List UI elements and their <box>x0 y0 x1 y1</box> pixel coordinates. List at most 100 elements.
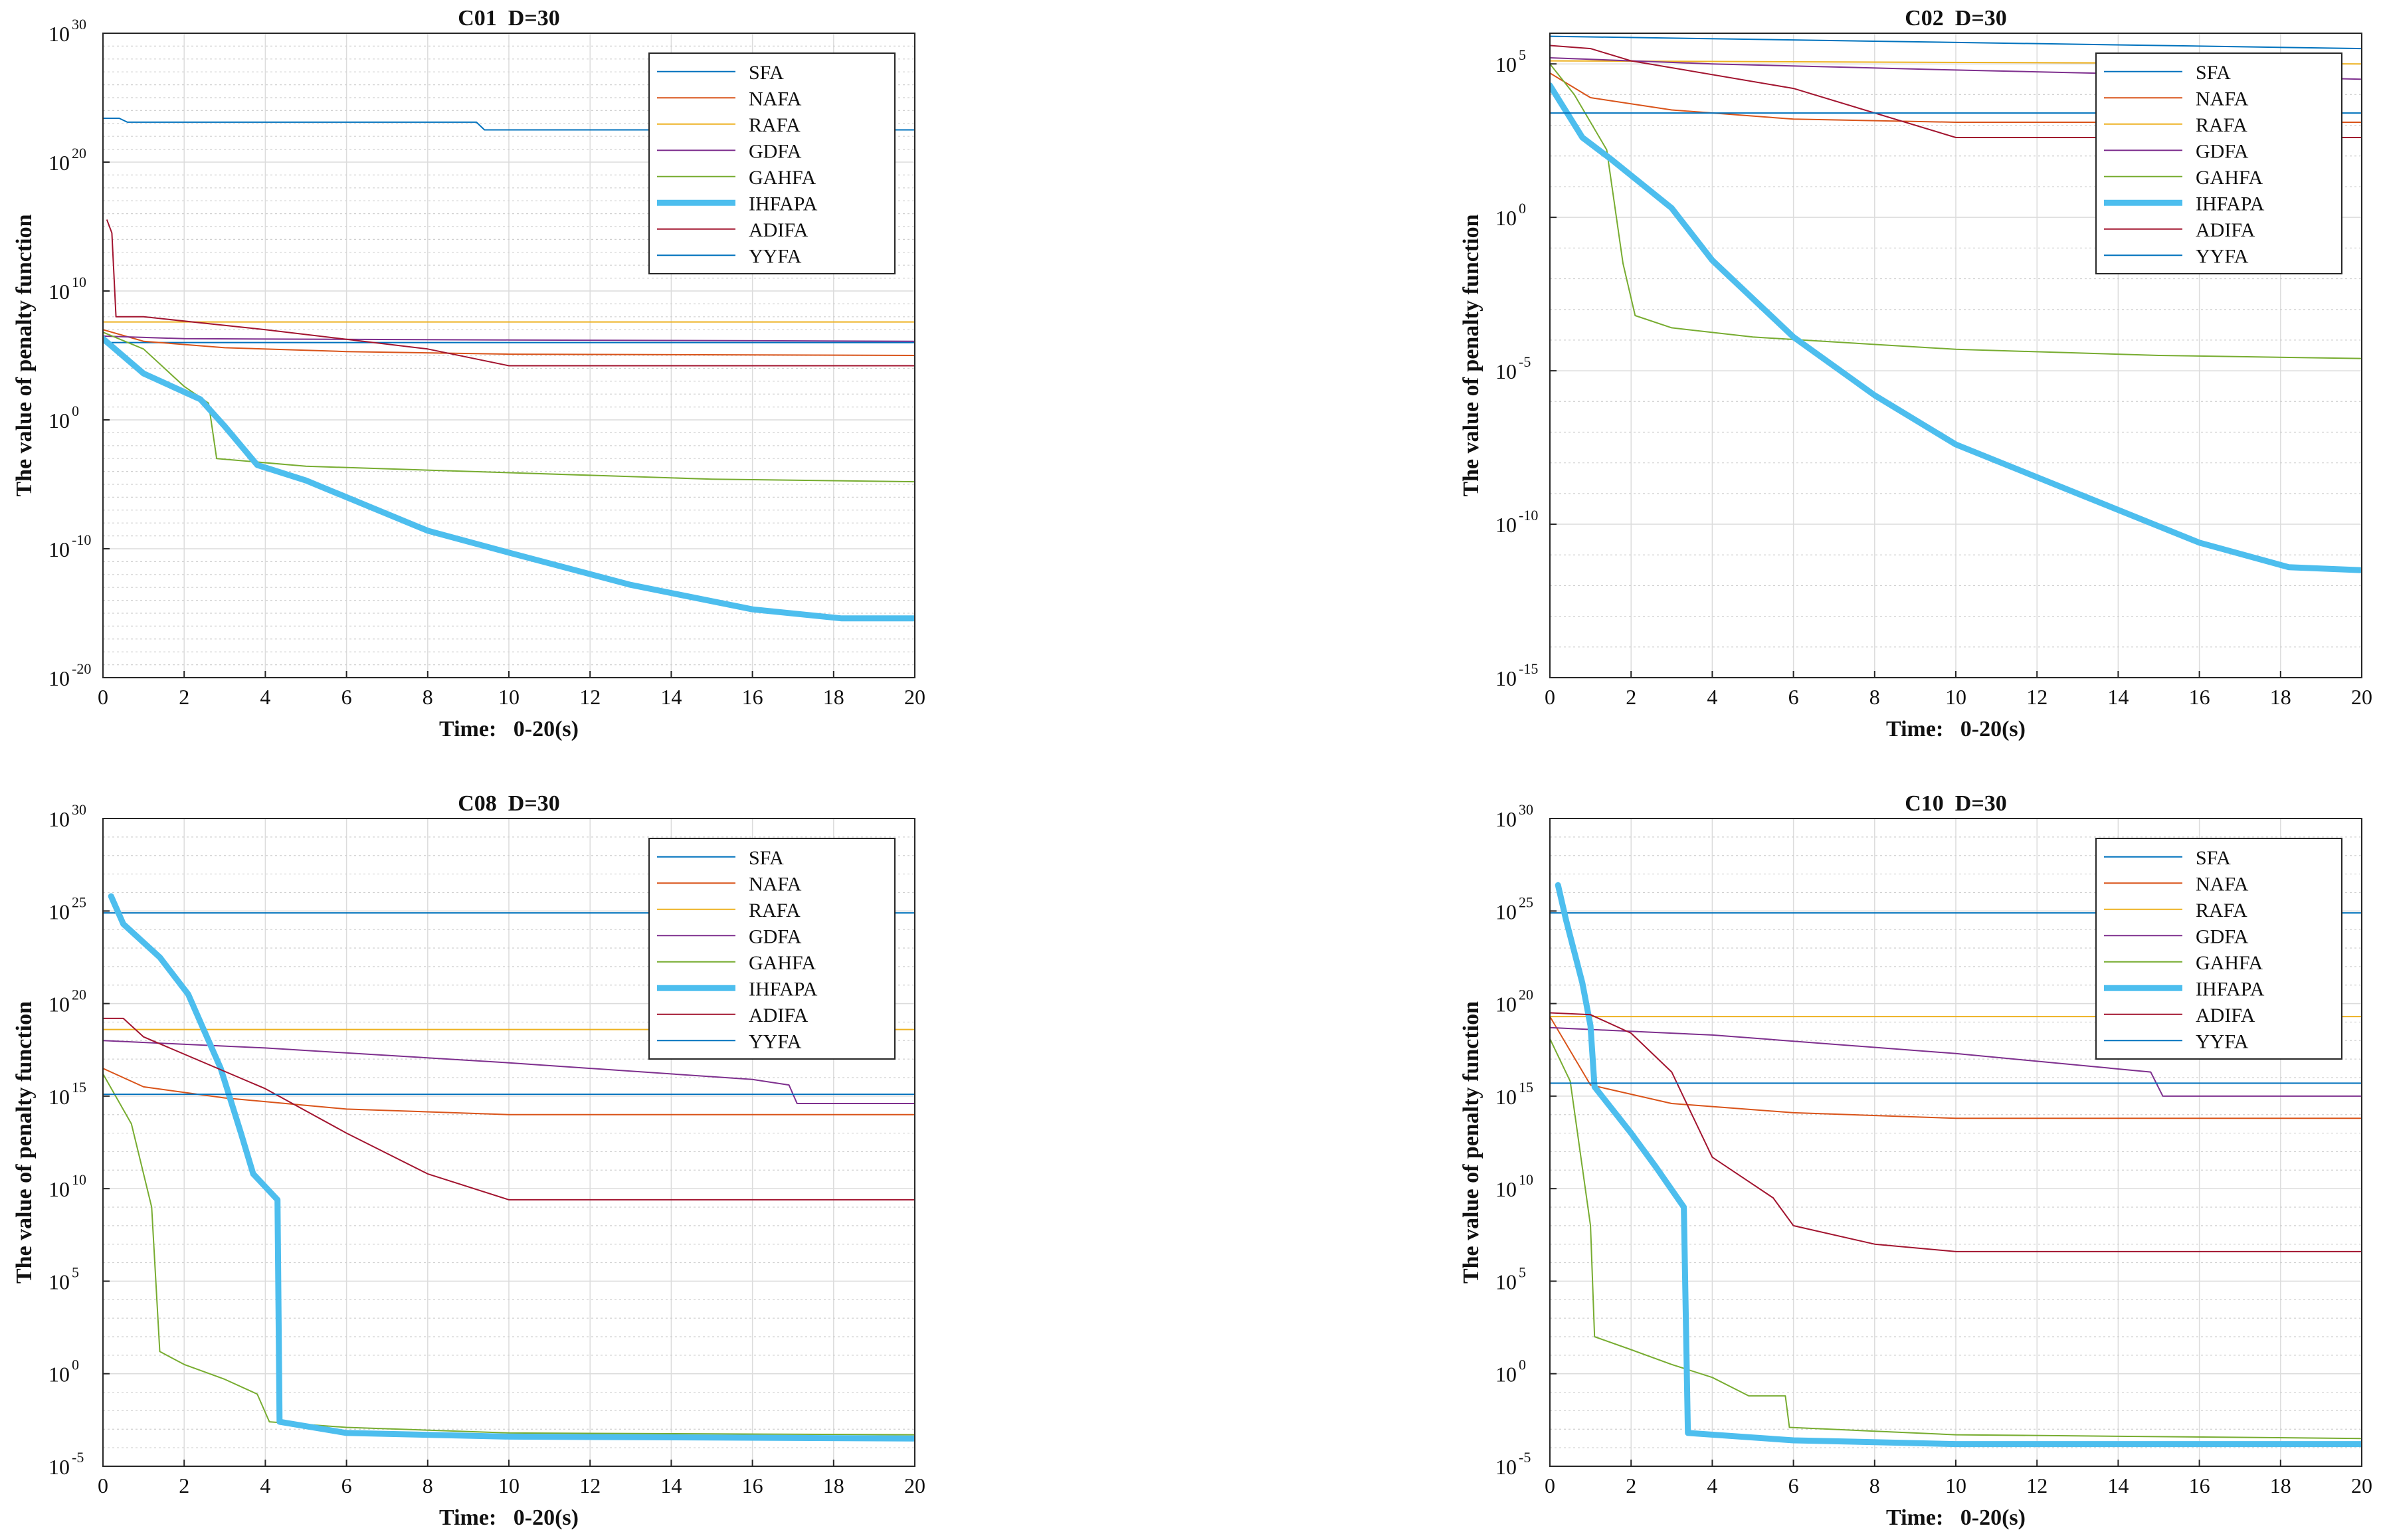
y-tick-exponent: 10 <box>72 1171 86 1188</box>
legend-label: SFA <box>2196 62 2231 84</box>
series-line-nafa <box>103 329 915 356</box>
chart-title: C10 D=30 <box>1905 791 2006 816</box>
x-tick-label: 16 <box>2189 1474 2210 1497</box>
legend: SFA NAFA RAFA GDFA GAHFA IHFAPA ADIFA YYFA <box>648 52 896 274</box>
y-tick-label: 10 <box>1495 900 1517 923</box>
legend-label: NAFA <box>749 873 802 895</box>
series-line-gahfa <box>103 332 915 483</box>
y-tick-label: 10 <box>48 151 70 175</box>
legend-label: ADIFA <box>749 1005 809 1026</box>
y-axis-label: The value of penalty function <box>1459 1001 1483 1284</box>
y-tick-exponent: 5 <box>1519 1264 1526 1280</box>
legend-label: YYFA <box>2196 1030 2249 1052</box>
x-axis-label: Time: 0-20(s) <box>1886 717 2026 741</box>
x-tick-label: 6 <box>341 685 352 709</box>
y-axis-label: The value of penalty function <box>1459 214 1483 496</box>
y-tick-exponent: 0 <box>1519 1357 1526 1373</box>
y-tick-label: 10 <box>1495 1177 1517 1201</box>
x-tick-label: 12 <box>579 1474 601 1497</box>
y-tick-exponent: 15 <box>72 1079 86 1096</box>
legend-label: YYFA <box>2196 245 2249 267</box>
legend-box <box>2095 838 2342 1060</box>
y-tick-label: 10 <box>48 993 70 1016</box>
x-tick-label: 10 <box>1945 685 1966 709</box>
series-line-gdfa <box>1550 1026 2362 1097</box>
series-line-ihfapa <box>1550 82 2362 573</box>
x-tick-label: 2 <box>1626 1474 1636 1497</box>
y-tick-label: 10 <box>1495 1085 1517 1109</box>
chart-title: C01 D=30 <box>458 6 559 31</box>
y-tick-exponent: 0 <box>1519 200 1526 217</box>
legend-label: IHFAPA <box>2196 978 2265 1000</box>
y-tick-exponent: 20 <box>72 987 86 1003</box>
y-tick-label: 10 <box>1495 52 1517 76</box>
x-tick-label: 10 <box>498 685 520 709</box>
y-tick-exponent: 30 <box>72 801 86 818</box>
y-tick-exponent: 0 <box>72 1357 79 1373</box>
legend: SFA NAFA RAFA GDFA GAHFA IHFAPA ADIFA YYFA <box>648 838 896 1060</box>
legend-label: YYFA <box>749 1030 802 1052</box>
series-line-yyfa <box>103 118 915 131</box>
y-tick-exponent: 10 <box>1519 1171 1533 1188</box>
x-tick-label: 6 <box>1788 685 1799 709</box>
legend-label: SFA <box>749 62 784 84</box>
legend-label: ADIFA <box>2196 219 2255 241</box>
x-tick-label: 0 <box>1545 1474 1555 1497</box>
x-tick-label: 0 <box>1545 685 1555 709</box>
series-group <box>103 118 915 622</box>
series-line-adifa <box>1550 1012 2362 1252</box>
legend-label: GAHFA <box>2196 952 2263 974</box>
y-tick-label: 10 <box>48 900 70 923</box>
legend-label: SFA <box>749 847 784 869</box>
y-tick-label: 10 <box>48 280 70 304</box>
y-tick-exponent: -10 <box>1519 507 1538 524</box>
y-tick-label: 10 <box>1495 1270 1517 1294</box>
x-tick-label: 0 <box>98 1474 108 1497</box>
x-tick-label: 6 <box>1788 1474 1799 1497</box>
x-tick-label: 4 <box>1707 1474 1717 1497</box>
x-tick-label: 12 <box>2026 1474 2048 1497</box>
x-tick-label: 2 <box>179 685 189 709</box>
legend-label: NAFA <box>2196 873 2249 895</box>
x-tick-label: 8 <box>1869 1474 1880 1497</box>
y-tick-exponent: -5 <box>1519 353 1531 370</box>
y-tick-label: 10 <box>48 807 70 831</box>
x-tick-label: 4 <box>1707 685 1717 709</box>
y-tick-exponent: 30 <box>72 16 86 33</box>
y-tick-label: 10 <box>1495 993 1517 1016</box>
y-tick-label: 10 <box>48 1363 70 1387</box>
y-tick-label: 10 <box>1495 807 1517 831</box>
y-tick-label: 10 <box>48 1085 70 1109</box>
x-tick-label: 18 <box>2270 1474 2291 1497</box>
x-tick-label: 4 <box>260 685 270 709</box>
legend-label: SFA <box>2196 847 2231 869</box>
chart-title: C08 D=30 <box>458 791 559 816</box>
x-tick-label: 4 <box>260 1474 270 1497</box>
y-tick-exponent: 25 <box>72 894 86 910</box>
y-tick-exponent: 15 <box>1519 1079 1533 1096</box>
y-tick-exponent: 0 <box>72 403 79 419</box>
x-tick-label: 16 <box>742 1474 763 1497</box>
legend-label: RAFA <box>749 900 801 921</box>
legend-box <box>648 52 896 274</box>
x-tick-label: 10 <box>498 1474 520 1497</box>
series-line-nafa <box>1550 72 2362 123</box>
series-line-gahfa <box>103 1073 915 1436</box>
x-tick-label: 14 <box>660 685 682 709</box>
legend: SFA NAFA RAFA GDFA GAHFA IHFAPA ADIFA YYFA <box>2095 838 2342 1060</box>
y-tick-label: 10 <box>48 1455 70 1479</box>
x-tick-label: 0 <box>98 685 108 709</box>
y-tick-exponent: 30 <box>1519 801 1533 818</box>
legend-label: GDFA <box>749 140 802 162</box>
x-tick-label: 8 <box>1869 685 1880 709</box>
legend-label: RAFA <box>749 114 801 136</box>
legend-label: GAHFA <box>749 952 816 974</box>
legend-label: GAHFA <box>749 167 816 189</box>
series-line-sfa <box>1550 35 2362 50</box>
legend-label: GAHFA <box>2196 167 2263 189</box>
x-tick-label: 20 <box>904 685 925 709</box>
legend-label: GDFA <box>2196 925 2249 947</box>
